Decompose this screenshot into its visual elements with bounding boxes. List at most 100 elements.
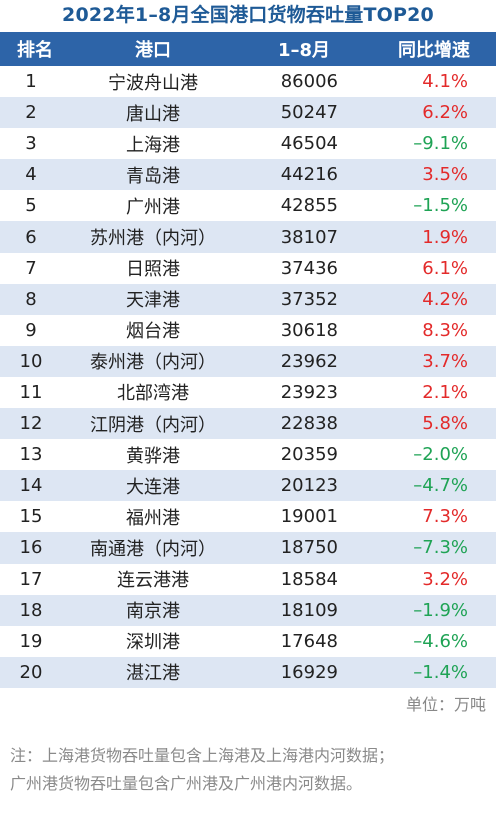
rank-cell: 7 xyxy=(25,257,37,279)
throughput-cell: 86006 xyxy=(280,71,338,93)
port-name-cell: 湛江港 xyxy=(70,656,236,688)
port-name-cell: 北部湾港 xyxy=(117,383,189,405)
yoy-change-cell: –1.4% xyxy=(372,656,496,688)
rank-cell: 12 xyxy=(0,408,70,440)
header-rank: 排名 xyxy=(0,32,70,66)
table-row: 20 湛江港 16929 –1.4% xyxy=(0,656,496,688)
yoy-change-cell: –1.9% xyxy=(372,594,496,626)
yoy-change-cell: 3.7% xyxy=(372,345,496,377)
footnote-line: 广州港货物吞吐量包含广州港及广州港内河数据。 xyxy=(10,773,363,793)
table-row: 8 天津港 37352 4.2% xyxy=(0,283,496,315)
table-row: 10 泰州港（内河） 23962 3.7% xyxy=(0,345,496,377)
port-name-cell: 天津港 xyxy=(70,283,236,315)
port-name-cell: 青岛港 xyxy=(70,159,236,191)
table-row: 12 江阴港（内河） 22838 5.8% xyxy=(0,408,496,440)
throughput-cell: 20359 xyxy=(280,444,338,466)
port-name-cell: 黄骅港 xyxy=(126,445,180,467)
throughput-cell: 46504 xyxy=(280,133,338,155)
throughput-cell: 18584 xyxy=(280,568,338,590)
table-row: 18 南京港 18109 –1.9% xyxy=(0,594,496,626)
port-name-cell: 广州港 xyxy=(126,196,180,218)
table-header-row: 排名 港口 1–8月 同比增速 xyxy=(0,32,496,66)
rank-cell: 3 xyxy=(25,133,37,155)
table-row: 6 苏州港（内河） 38107 1.9% xyxy=(0,221,496,253)
rank-cell: 10 xyxy=(0,345,70,377)
rank-cell: 20 xyxy=(0,656,70,688)
throughput-cell: 23962 xyxy=(236,345,372,377)
rank-cell: 15 xyxy=(19,506,43,528)
port-name-cell: 唐山港 xyxy=(70,97,236,129)
table-row: 17 连云港港 18584 3.2% xyxy=(0,564,496,595)
rank-cell: 11 xyxy=(19,381,43,403)
table-row: 2 唐山港 50247 6.2% xyxy=(0,97,496,129)
yoy-change-cell: 7.3% xyxy=(422,506,468,528)
rank-cell: 19 xyxy=(19,630,43,652)
rank-cell: 13 xyxy=(19,444,43,466)
rank-cell: 6 xyxy=(0,221,70,253)
table-row: 19 深圳港 17648 –4.6% xyxy=(0,626,496,657)
throughput-cell: 44216 xyxy=(236,159,372,191)
table-row: 7 日照港 37436 6.1% xyxy=(0,253,496,284)
footnote-line: 注：上海港货物吞吐量包含上海港及上海港内河数据； xyxy=(10,745,395,765)
yoy-change-cell: 3.5% xyxy=(372,159,496,191)
throughput-cell: 22838 xyxy=(236,408,372,440)
header-change: 同比增速 xyxy=(372,32,496,66)
port-name-cell: 江阴港（内河） xyxy=(70,408,236,440)
throughput-cell: 18750 xyxy=(236,532,372,564)
footnote: 注：上海港货物吞吐量包含上海港及上海港内河数据； 广州港货物吞吐量包含广州港及广… xyxy=(0,742,496,798)
rank-cell: 1 xyxy=(25,71,37,93)
table-row: 11 北部湾港 23923 2.1% xyxy=(0,377,496,408)
port-name-cell: 日照港 xyxy=(126,259,180,281)
table-row: 9 烟台港 30618 8.3% xyxy=(0,315,496,346)
yoy-change-cell: 3.2% xyxy=(422,568,468,590)
header-port: 港口 xyxy=(70,32,236,66)
port-name-cell: 连云港港 xyxy=(117,570,189,592)
port-name-cell: 大连港 xyxy=(70,470,236,502)
throughput-cell: 19001 xyxy=(280,506,338,528)
table-row: 14 大连港 20123 –4.7% xyxy=(0,470,496,502)
port-name-cell: 南京港 xyxy=(70,594,236,626)
table-row: 3 上海港 46504 –9.1% xyxy=(0,128,496,159)
table-row: 16 南通港（内河） 18750 –7.3% xyxy=(0,532,496,564)
rank-cell: 2 xyxy=(0,97,70,129)
port-name-cell: 深圳港 xyxy=(126,632,180,654)
yoy-change-cell: 5.8% xyxy=(372,408,496,440)
page-title: 2022年1–8月全国港口货物吞吐量TOP20 xyxy=(62,4,434,26)
yoy-change-cell: 4.2% xyxy=(372,283,496,315)
throughput-cell: 30618 xyxy=(280,319,338,341)
rank-cell: 18 xyxy=(0,594,70,626)
port-name-cell: 上海港 xyxy=(126,134,180,156)
rank-cell: 9 xyxy=(25,319,37,341)
table-row: 15 福州港 19001 7.3% xyxy=(0,501,496,532)
port-name-cell: 泰州港（内河） xyxy=(70,345,236,377)
table-row: 13 黄骅港 20359 –2.0% xyxy=(0,439,496,470)
yoy-change-cell: –4.6% xyxy=(413,630,468,652)
rank-cell: 5 xyxy=(25,195,37,217)
table-row: 4 青岛港 44216 3.5% xyxy=(0,159,496,191)
port-throughput-table: 排名 港口 1–8月 同比增速 1 宁波舟山港 86006 4.1% 2 唐山港 50247… xyxy=(0,32,496,688)
yoy-change-cell: –1.5% xyxy=(413,195,468,217)
yoy-change-cell: 8.3% xyxy=(422,319,468,341)
unit-label: 单位：万吨 xyxy=(405,694,486,714)
rank-cell: 8 xyxy=(0,283,70,315)
yoy-change-cell: –7.3% xyxy=(372,532,496,564)
port-name-cell: 苏州港（内河） xyxy=(70,221,236,253)
throughput-cell: 18109 xyxy=(236,594,372,626)
yoy-change-cell: 4.1% xyxy=(422,71,468,93)
yoy-change-cell: –2.0% xyxy=(413,444,468,466)
yoy-change-cell: –9.1% xyxy=(413,133,468,155)
port-name-cell: 福州港 xyxy=(126,507,180,529)
throughput-cell: 20123 xyxy=(236,470,372,502)
port-name-cell: 烟台港 xyxy=(126,321,180,343)
throughput-cell: 50247 xyxy=(236,97,372,129)
rank-cell: 14 xyxy=(0,470,70,502)
throughput-cell: 42855 xyxy=(280,195,338,217)
rank-cell: 4 xyxy=(0,159,70,191)
port-name-cell: 宁波舟山港 xyxy=(108,72,198,94)
table-row: 1 宁波舟山港 86006 4.1% xyxy=(0,66,496,97)
throughput-cell: 23923 xyxy=(280,381,338,403)
yoy-change-cell: 1.9% xyxy=(372,221,496,253)
rank-cell: 17 xyxy=(19,568,43,590)
throughput-cell: 37436 xyxy=(280,257,338,279)
yoy-change-cell: –4.7% xyxy=(372,470,496,502)
